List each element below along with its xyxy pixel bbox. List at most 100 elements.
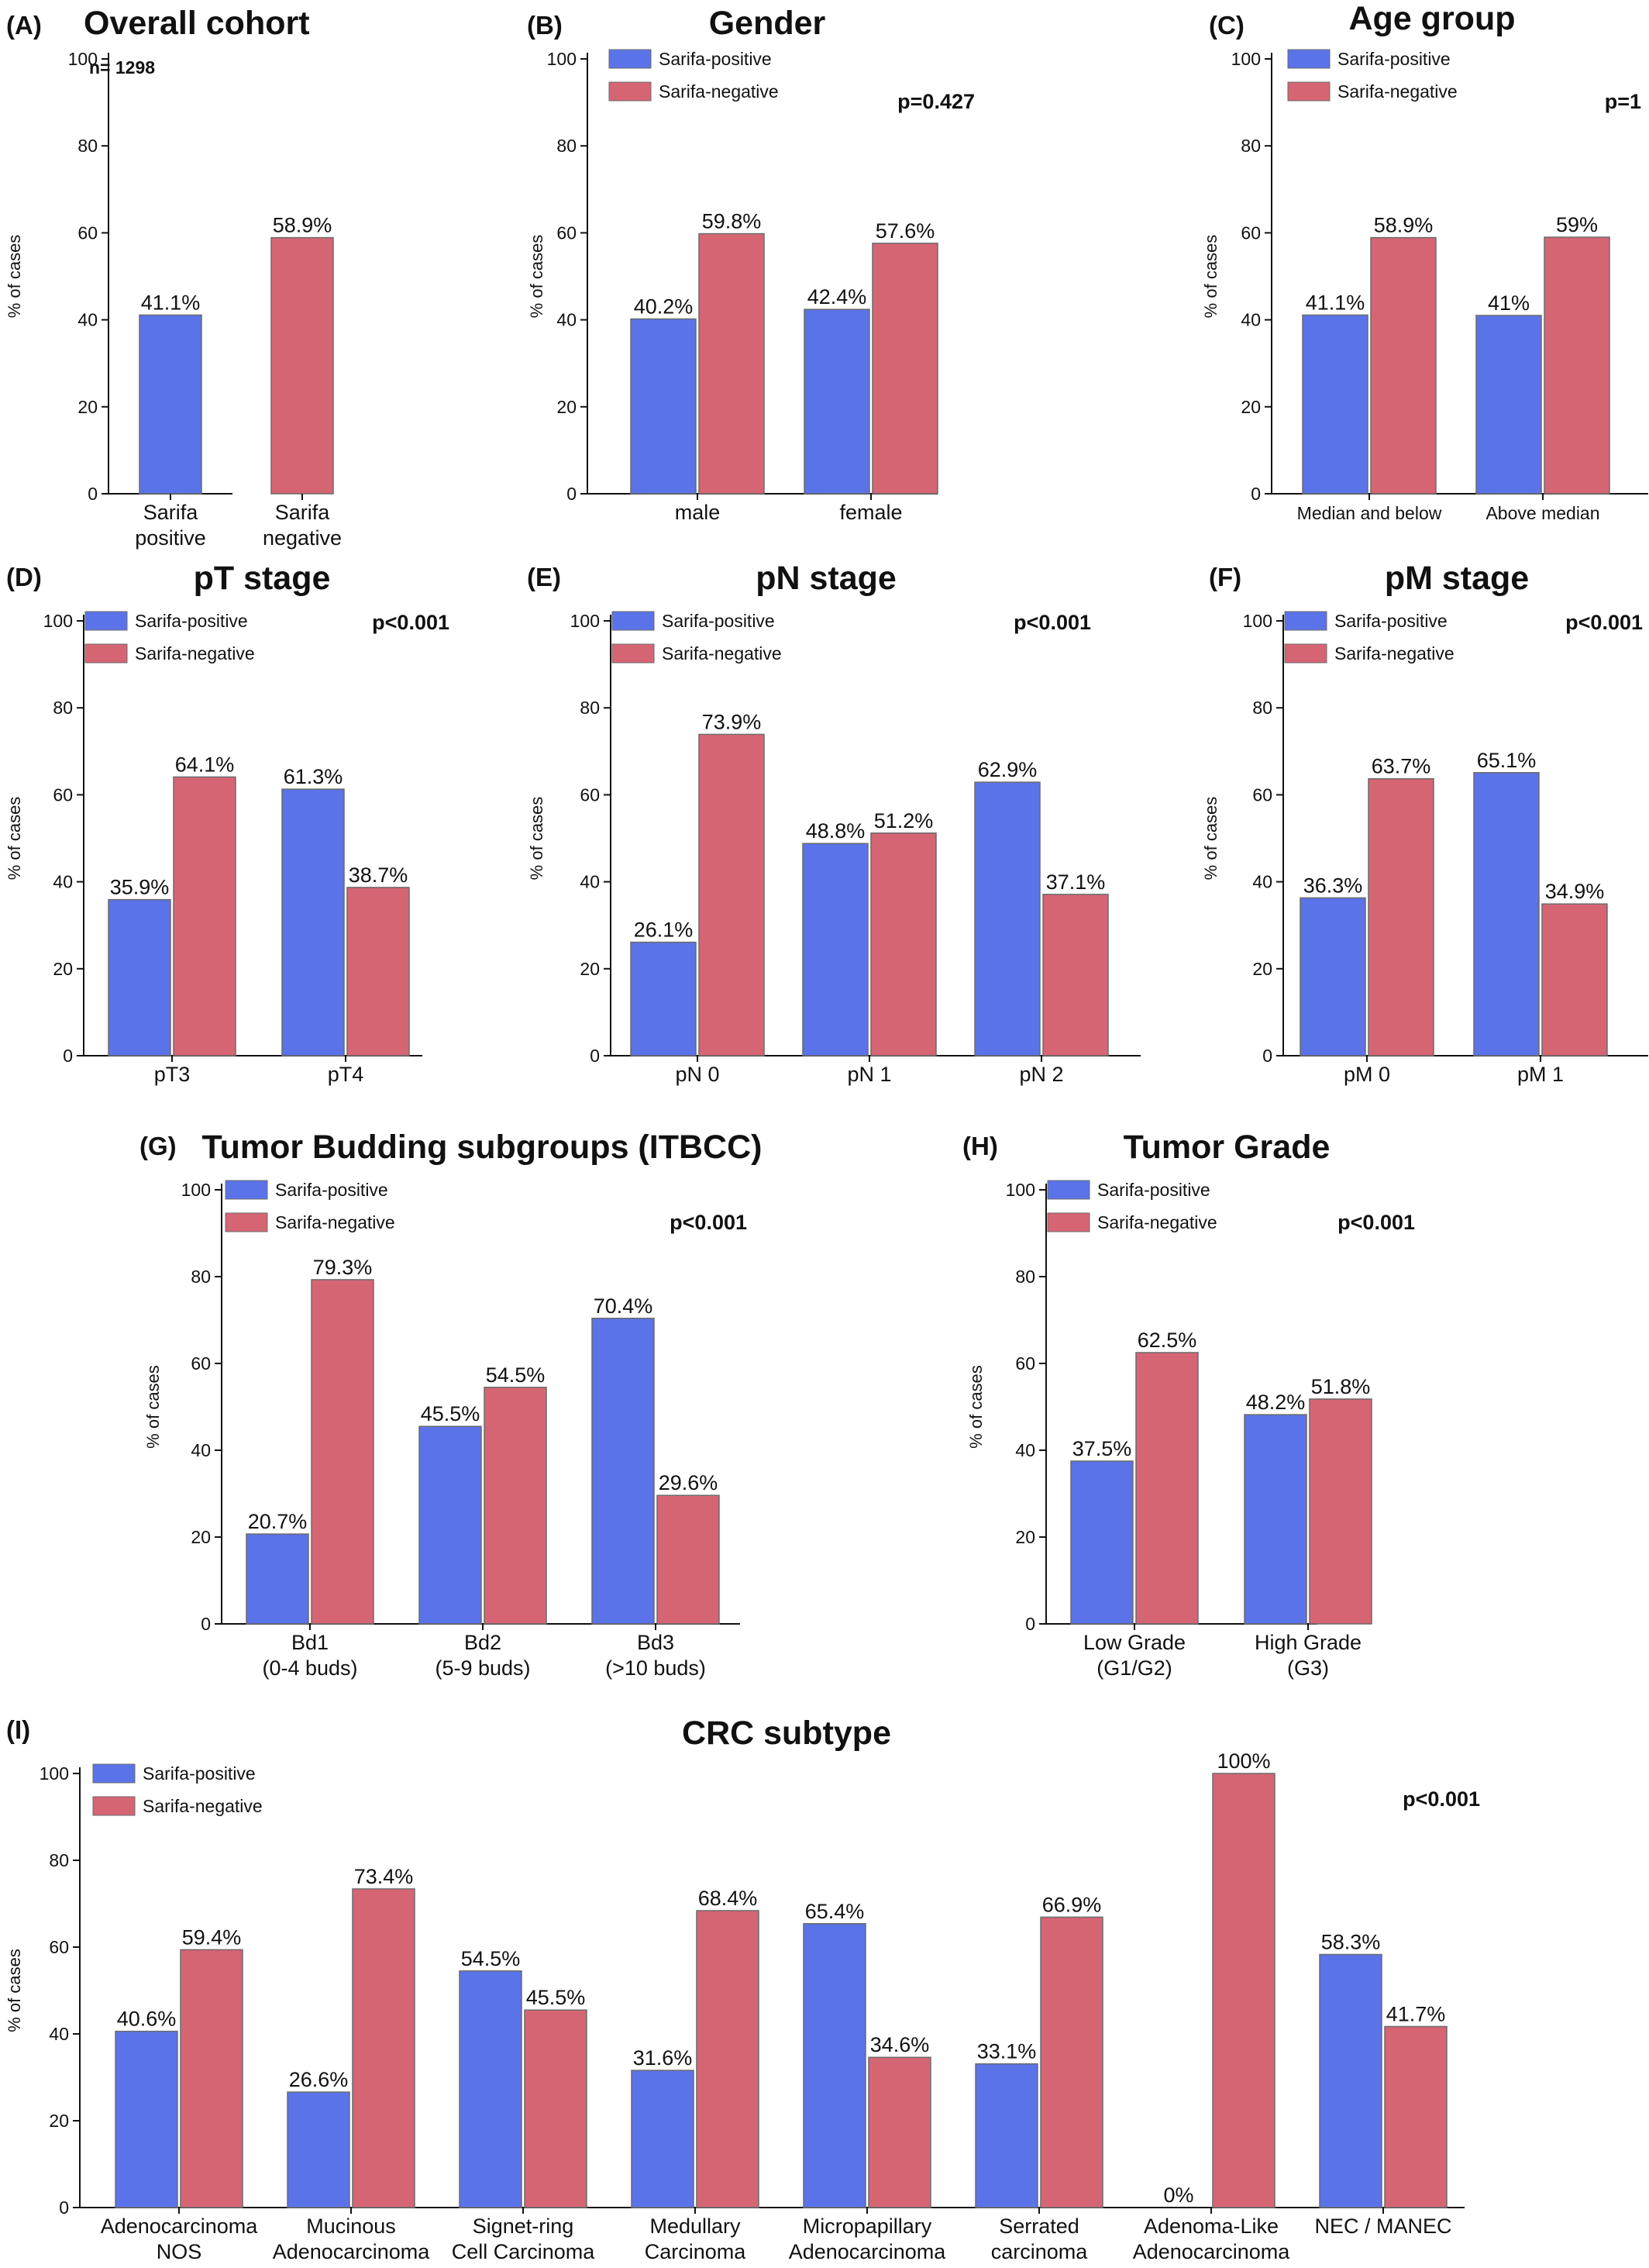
category-label: male <box>675 501 721 524</box>
value-label: 26.6% <box>289 2068 349 2091</box>
bar <box>630 941 697 1056</box>
value-label: 54.5% <box>461 1947 521 1970</box>
category-label: pN 2 <box>1019 1063 1063 1086</box>
category-label: Sarifa <box>275 501 331 524</box>
bar <box>1302 314 1368 495</box>
y-tick-label: 0 <box>1025 1614 1035 1634</box>
category-label: Mucinous <box>306 2215 396 2238</box>
bar <box>180 1949 243 2208</box>
bar <box>1244 1414 1307 1625</box>
bar <box>1368 777 1434 1056</box>
y-tick-label: 0 <box>590 1046 600 1066</box>
value-label: 42.4% <box>807 285 867 308</box>
bar <box>1319 1953 1382 2208</box>
value-label: 29.6% <box>659 1471 718 1494</box>
legend-label: Sarifa-negative <box>275 1212 395 1232</box>
category-label: Cell Carcinoma <box>452 2240 596 2263</box>
category-label: Medullary <box>649 2215 741 2238</box>
bar <box>698 233 765 495</box>
y-tick-label: 60 <box>1015 1353 1035 1374</box>
bar <box>139 314 202 495</box>
panel-title: pT stage <box>194 560 331 597</box>
bar <box>459 1970 522 2208</box>
category-label: Median and below <box>1297 503 1442 523</box>
category-label: pN 1 <box>847 1063 891 1086</box>
value-label: 37.1% <box>1046 870 1106 894</box>
y-tick-label: 20 <box>1252 959 1272 979</box>
bar <box>1300 897 1366 1056</box>
panel-h: (H) Tumor Grade % of cases 0 20 40 60 80 100 37.5… <box>962 1129 1415 1680</box>
value-label: 62.5% <box>1138 1329 1197 1352</box>
value-label: 73.9% <box>702 710 762 733</box>
panel-title: Tumor Budding subgroups (ITBCC) <box>202 1129 763 1166</box>
y-tick-label: 100 <box>1243 611 1272 631</box>
panel-g: (G) Tumor Budding subgroups (ITBCC) % of c… <box>139 1129 762 1680</box>
panel-letter: (B) <box>527 11 563 40</box>
legend-swatch <box>84 611 128 631</box>
value-label: 66.9% <box>1042 1893 1102 1916</box>
value-label: 31.6% <box>633 2046 693 2070</box>
bar <box>802 843 869 1056</box>
value-label: 38.7% <box>349 863 408 887</box>
y-tick-label: 60 <box>1252 784 1272 805</box>
panel-title: pN stage <box>756 560 897 597</box>
y-tick-label: 100 <box>547 49 577 69</box>
p-value: p<0.001 <box>1337 1211 1415 1234</box>
bar <box>1309 1398 1372 1625</box>
legend-swatch <box>92 1796 136 1816</box>
value-label: 54.5% <box>486 1363 546 1387</box>
y-tick-label: 80 <box>49 1850 69 1870</box>
value-label: 59.4% <box>182 1925 242 1949</box>
bar <box>1541 903 1608 1056</box>
legend-swatch <box>225 1212 268 1232</box>
value-label: 34.9% <box>1545 880 1605 903</box>
value-label: 0% <box>1163 2184 1193 2207</box>
panel-a: (A) Overall cohort % of cases 0 20 40 60 80 100 4… <box>5 5 342 550</box>
y-tick-label: 0 <box>566 484 577 504</box>
category-label: Sarifa <box>143 501 199 524</box>
legend-swatch <box>611 643 655 664</box>
category-label: Adenocarcinoma <box>789 2240 947 2263</box>
panel-b: (B) Gender % of cases 0 20 40 60 80 100 40.2% 59.8… <box>527 5 975 524</box>
category-label: Carcinoma <box>645 2240 747 2263</box>
bar <box>1040 1916 1103 2208</box>
value-label: 58.9% <box>1374 214 1434 237</box>
legend-label: Sarifa-positive <box>143 1763 256 1784</box>
value-label: 64.1% <box>175 753 235 776</box>
y-tick-label: 20 <box>556 397 577 417</box>
category-label: (G1/G2) <box>1096 1656 1172 1680</box>
value-label: 33.1% <box>977 2040 1037 2063</box>
y-axis-label: % of cases <box>1201 235 1220 319</box>
panel-title: CRC subtype <box>682 1715 891 1752</box>
legend-label: Sarifa-negative <box>1337 81 1458 102</box>
value-label: 58.3% <box>1321 1931 1381 1954</box>
category-label: pT3 <box>154 1063 191 1086</box>
category-label: Adenocarcinoma <box>1133 2240 1291 2263</box>
y-tick-label: 100 <box>1231 49 1261 69</box>
value-label: 36.3% <box>1303 874 1363 897</box>
y-axis-label: % of cases <box>5 1949 24 2032</box>
panel-c: (C) Age group % of cases 0 20 40 60 80 100 41.1% 5… <box>1201 0 1648 523</box>
category-label: Above median <box>1485 503 1599 523</box>
sample-size-annotation: n= 1298 <box>89 57 155 78</box>
y-tick-label: 60 <box>556 222 577 243</box>
y-tick-label: 80 <box>1252 698 1272 718</box>
bar <box>1544 236 1610 495</box>
bar <box>872 243 938 495</box>
panel-letter: (C) <box>1209 11 1244 40</box>
category-label: pM 0 <box>1344 1063 1390 1086</box>
legend-swatch <box>92 1763 136 1784</box>
legend-swatch <box>84 643 128 664</box>
legend-swatch <box>1284 611 1327 631</box>
panel-letter: (E) <box>527 563 561 591</box>
bar <box>630 318 697 495</box>
legend-swatch <box>1287 49 1331 69</box>
panel-title: Age group <box>1349 0 1516 37</box>
panel-letter: (H) <box>962 1132 998 1160</box>
bar <box>870 832 937 1056</box>
panel-letter: (G) <box>139 1132 177 1160</box>
value-label: 48.8% <box>806 819 866 843</box>
y-tick-label: 40 <box>1241 310 1261 330</box>
category-label: pM 1 <box>1517 1063 1564 1086</box>
legend-swatch <box>1287 81 1331 102</box>
